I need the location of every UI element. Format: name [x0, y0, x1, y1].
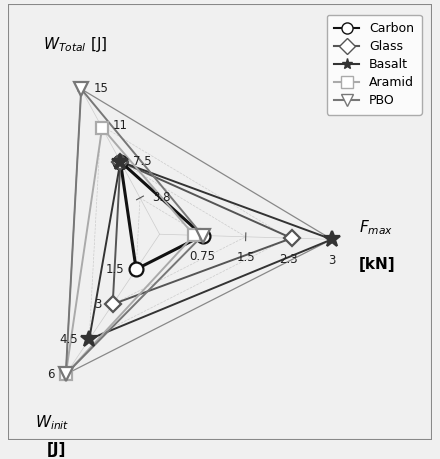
- Text: 7.5: 7.5: [133, 155, 151, 168]
- Text: [J]: [J]: [47, 442, 66, 457]
- Text: [kN]: [kN]: [359, 257, 396, 272]
- Text: $W_{init}$: $W_{init}$: [35, 413, 69, 431]
- Text: 1.5: 1.5: [106, 263, 125, 276]
- Text: 15: 15: [94, 83, 108, 95]
- Text: 4.5: 4.5: [59, 333, 78, 346]
- Text: 3: 3: [328, 254, 335, 267]
- Legend: Carbon, Glass, Basalt, Aramid, PBO: Carbon, Glass, Basalt, Aramid, PBO: [326, 15, 422, 115]
- Text: 11: 11: [113, 119, 128, 132]
- Text: 3.8: 3.8: [152, 191, 171, 204]
- Text: 3: 3: [94, 298, 101, 311]
- Text: $W_{Total}$ [J]: $W_{Total}$ [J]: [43, 35, 107, 54]
- Text: $F_{max}$: $F_{max}$: [359, 218, 393, 237]
- Text: 2.3: 2.3: [279, 253, 298, 266]
- Text: 6: 6: [47, 368, 54, 381]
- Text: 1.5: 1.5: [236, 252, 255, 264]
- Text: 0.75: 0.75: [190, 250, 216, 263]
